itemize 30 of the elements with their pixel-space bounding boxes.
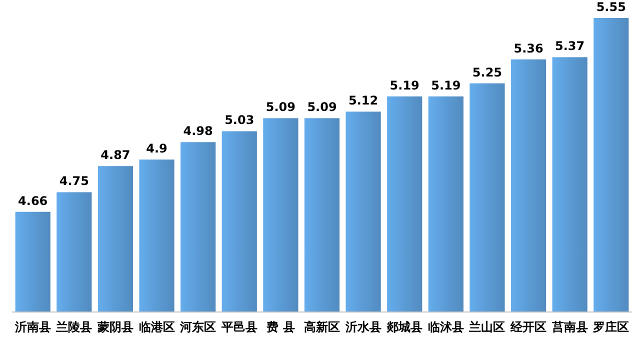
data-label: 4.98	[183, 124, 213, 138]
data-label: 5.25	[472, 65, 502, 80]
x-tick-label: 临港区	[138, 320, 175, 334]
data-label: 4.75	[59, 174, 89, 188]
x-tick-label: 河东区	[179, 320, 216, 334]
data-label: 4.66	[18, 194, 48, 208]
data-label: 5.37	[555, 39, 585, 54]
x-tick-label: 兰陵县	[55, 320, 92, 334]
data-label: 4.9	[146, 142, 168, 156]
x-tick-label: 蒙阴县	[96, 320, 134, 334]
x-tick-label: 沂南县	[14, 320, 51, 334]
x-tick-label: 平邑县	[220, 320, 258, 334]
data-label: 5.12	[348, 94, 378, 108]
x-tick-label: 经开区	[510, 320, 547, 334]
data-label: 5.09	[266, 100, 296, 114]
x-tick-label: 临沭县	[428, 320, 464, 334]
x-tick-label: 郯城县	[386, 320, 423, 334]
x-tick-label: 罗庄区	[592, 320, 630, 334]
x-tick-label: 兰山区	[468, 320, 506, 334]
data-label: 5.55	[596, 0, 626, 14]
data-label: 5.19	[431, 78, 461, 92]
data-label: 5.19	[390, 78, 420, 92]
data-label: 5.09	[307, 100, 337, 114]
data-label: 5.36	[514, 41, 544, 56]
data-label: 5.03	[224, 113, 254, 128]
x-tick-label: 费 县	[266, 320, 295, 334]
data-label: 4.87	[100, 148, 130, 162]
x-tick-label: 莒南县	[550, 320, 588, 334]
x-tick-label: 沂水县	[344, 320, 382, 334]
x-tick-label: 高新区	[304, 320, 340, 334]
